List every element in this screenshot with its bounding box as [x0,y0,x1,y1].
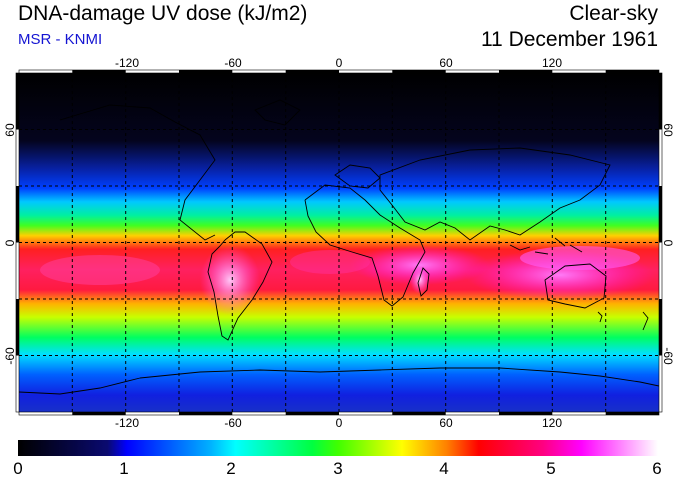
lat-label-right: 0 [661,239,675,247]
lon-label-top: 60 [439,56,453,70]
lon-label-top: 120 [541,56,563,70]
lon-label-bottom: 120 [541,416,563,430]
uv-hotspots [40,245,655,315]
lat-label-left: 60 [3,123,17,137]
colorbar-label: 0 [13,459,23,478]
colorbar-label: 4 [439,459,449,478]
lat-label-left: 0 [3,239,17,247]
lon-label-top: -120 [114,56,140,70]
colorbar-label: 1 [119,459,129,478]
map-title: DNA-damage UV dose (kJ/m2) [18,2,308,25]
graticule [19,73,659,412]
lon-label-bottom: 60 [439,416,453,430]
lon-label-bottom: 0 [335,416,343,430]
colorbar-label: 2 [226,459,236,478]
colorbar-gradient [18,440,658,456]
lon-label-top: -60 [224,56,242,70]
colorbar-label: 6 [652,459,662,478]
sky-condition: Clear-sky [569,2,658,25]
lat-label-right: -60 [661,347,675,365]
lon-label-bottom: -120 [114,416,140,430]
date-label: 11 December 1961 [480,28,658,51]
colorbar-label: 3 [333,459,343,478]
map-subtitle: MSR - KNMI [18,31,103,48]
map-frame [15,69,663,416]
lon-label-top: 0 [335,56,343,70]
lat-label-right: 60 [661,123,675,137]
lon-label-bottom: -60 [224,416,242,430]
coastlines [19,99,659,395]
lat-label-left: -60 [3,347,17,365]
colorbar-label: 5 [546,459,556,478]
